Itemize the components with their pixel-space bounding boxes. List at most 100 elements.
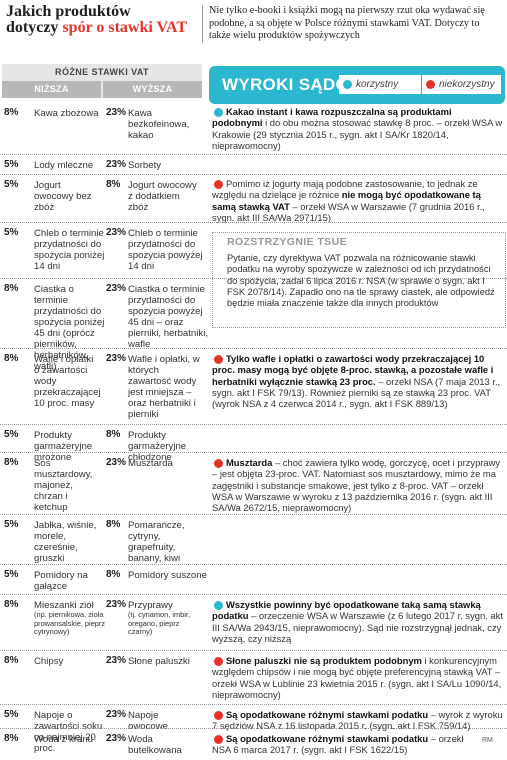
ruling-text: Kakao instant i kawa rozpuszczalna są pr… (212, 106, 503, 151)
lower-rate: 8% (4, 457, 19, 468)
higher-rate: 23% (106, 283, 127, 294)
credit: RM (482, 737, 493, 744)
title-line1: Jakich produktów (6, 3, 131, 20)
lower-item: Chleb o terminie przydatności do spożyci… (34, 228, 105, 272)
higher-item: Jogurt owocowy z dodatkiem zbóż (128, 180, 197, 213)
legend-favorable-label: korzystny (356, 79, 399, 90)
lower-rate: 8% (4, 353, 19, 364)
table-row: 8% Kawa zbożowa 23% Kawa bezkofeinowa, k… (0, 104, 507, 154)
lower-item: Wafle i opłatki o zawartości wody przekr… (34, 354, 101, 409)
lower-rate: 5% (4, 569, 19, 580)
ruling-text: Słone paluszki nie są produktem podobnym… (212, 655, 502, 700)
lower-rate: 5% (4, 709, 19, 720)
higher-item: Pomarańcze, cytryny, grapefruity, banany… (128, 520, 185, 564)
page-title: Jakich produktów dotyczy spór o stawki V… (6, 4, 196, 36)
lower-rate-header: NIŻSZA (2, 81, 101, 98)
unfavorable-dot-icon (426, 80, 435, 89)
lower-rate: 5% (4, 519, 19, 530)
higher-item: Sorbety (128, 160, 162, 171)
unfavorable-dot-icon (214, 657, 223, 666)
legend-unfavorable-label: niekorzystny (439, 79, 495, 90)
lower-item: Sos musztardowy, majonez, chrzan i ketch… (34, 458, 93, 513)
lower-item: Jabłka, wiśnie, morele, czereśnie, grusz… (34, 520, 97, 564)
table-row: 5% Jogurt owocowy bez zbóż 8% Jogurt owo… (0, 174, 507, 223)
unfavorable-dot-icon (214, 459, 223, 468)
table-row: 5% Pomidory na gałązce 8% Pomidory suszo… (0, 564, 507, 594)
higher-item: Chleb o terminie przydatności do spożyci… (128, 228, 203, 272)
unfavorable-dot-icon (214, 355, 223, 364)
lower-rate: 5% (4, 227, 19, 238)
vat-rates-header: RÓŻNE STAWKI VAT NIŻSZA WYŻSZA (2, 64, 202, 98)
higher-rate: 23% (106, 709, 127, 720)
higher-rate: 23% (106, 457, 127, 468)
higher-rate: 8% (106, 179, 121, 190)
higher-rate: 8% (106, 519, 121, 530)
table-row: 8% Mieszanki ziół (np. piernikowa, zioła … (0, 594, 507, 650)
favorable-dot-icon (214, 601, 223, 610)
favorable-dot-icon (343, 80, 352, 89)
ruling-text: Są opodatkowane różnymi stawkami podatku… (212, 733, 464, 756)
higher-rate: 23% (106, 159, 127, 170)
table-row: 5% Napoje o zawartości soku co najmniej … (0, 704, 507, 754)
higher-rate: 23% (106, 107, 127, 118)
ruling-text: Tylko wafle i opłatki o zawartości wody … (212, 353, 501, 410)
lower-rate: 5% (4, 429, 19, 440)
ruling-text: Pomimo iż jogurty mają podobne zastosowa… (212, 178, 485, 223)
table-row: 8% Sos musztardowy, majonez, chrzan i ke… (0, 452, 507, 514)
lower-rate: 8% (4, 283, 19, 294)
favorable-dot-icon (214, 108, 223, 117)
ruling-text: Są opodatkowane różnymi stawkami podatku… (212, 709, 503, 732)
lower-item: Chipsy (34, 656, 64, 667)
higher-rate: 8% (106, 569, 121, 580)
higher-rate: 23% (106, 227, 127, 238)
lower-item: Lody mleczne (34, 160, 94, 171)
higher-item: Woda butelkowana (128, 734, 182, 756)
higher-item: Musztarda (128, 458, 173, 469)
vat-rates-title: RÓŻNE STAWKI VAT (55, 67, 149, 77)
table-row: 8% Chipsy 23% Słone paluszki Słone palus… (0, 650, 507, 704)
table-row: 5% Chleb o terminie przydatności do spoż… (0, 222, 507, 278)
lower-rate: 8% (4, 599, 19, 610)
tsue-text: Pytanie, czy dyrektywa VAT pozwala na ró… (227, 253, 495, 309)
lower-rate: 8% (4, 733, 19, 744)
higher-item: Napoje owocowe (128, 710, 168, 732)
higher-rate: 23% (106, 733, 127, 744)
higher-item: Kawa bezkofeinowa, kakao (128, 108, 190, 141)
unfavorable-dot-icon (214, 735, 223, 744)
unfavorable-dot-icon (214, 180, 223, 189)
lower-item: Jogurt owocowy bez zbóż (34, 180, 92, 213)
higher-item: Wafle i opłatki, w których zawartość wod… (128, 354, 200, 420)
higher-item: Pomidory suszone (128, 570, 207, 581)
higher-rate: 23% (106, 599, 127, 610)
table-row: 8% Woda z kranu 23% Woda butelkowana Są … (0, 728, 507, 760)
lower-item: Mieszanki ziół (np. piernikowa, zioła pro… (34, 600, 106, 636)
lower-rate: 8% (4, 655, 19, 666)
lower-item: Napoje o zawartości soku co najmniej 20 … (34, 710, 103, 754)
title-highlight: spór o stawki VAT (62, 19, 188, 36)
title-line2: dotyczy spór o stawki VAT (6, 20, 196, 36)
ruling-text: Musztarda – choć zawiera tylko wodę, gor… (212, 457, 501, 514)
title-line2-text: dotyczy (6, 19, 63, 36)
table-row: 5% Lody mleczne 23% Sorbety (0, 154, 507, 174)
lower-item: Ciastka o terminie przydatności do spoży… (34, 284, 105, 372)
intro-text: Nie tylko e-booki i książki mogą na pier… (202, 5, 502, 43)
unfavorable-dot-icon (214, 711, 223, 720)
higher-rate: 23% (106, 353, 127, 364)
table-row: 5% Produkty garmażeryjne mrożone 8% Prod… (0, 424, 507, 463)
ruling-text: Wszystkie powinny być opodatkowane taką … (212, 599, 503, 644)
table-row: 8% Ciastka o terminie przydatności do sp… (0, 278, 507, 372)
lower-item: Woda z kranu (34, 734, 94, 745)
lower-rate: 5% (4, 159, 19, 170)
tsue-heading: ROZSTRZYGNIE TSUE (227, 236, 347, 248)
higher-item: Słone paluszki (128, 656, 190, 667)
higher-item: Ciastka o terminie przydatności do spoży… (128, 284, 208, 350)
lower-rate: 8% (4, 107, 19, 118)
higher-rate-header: WYŻSZA (103, 81, 202, 98)
rulings-header: WYROKI SĄDÓW korzystny niekorzystny (209, 66, 505, 104)
lower-rate: 5% (4, 179, 19, 190)
table-row: 5% Jabłka, wiśnie, morele, czereśnie, gr… (0, 514, 507, 564)
lower-item: Kawa zbożowa (34, 108, 99, 119)
table-row: 8% Wafle i opłatki o zawartości wody prz… (0, 348, 507, 424)
rulings-title: WYROKI SĄDÓW (222, 75, 366, 94)
higher-item: Produkty garmażeryjne chłodzone (128, 430, 187, 463)
